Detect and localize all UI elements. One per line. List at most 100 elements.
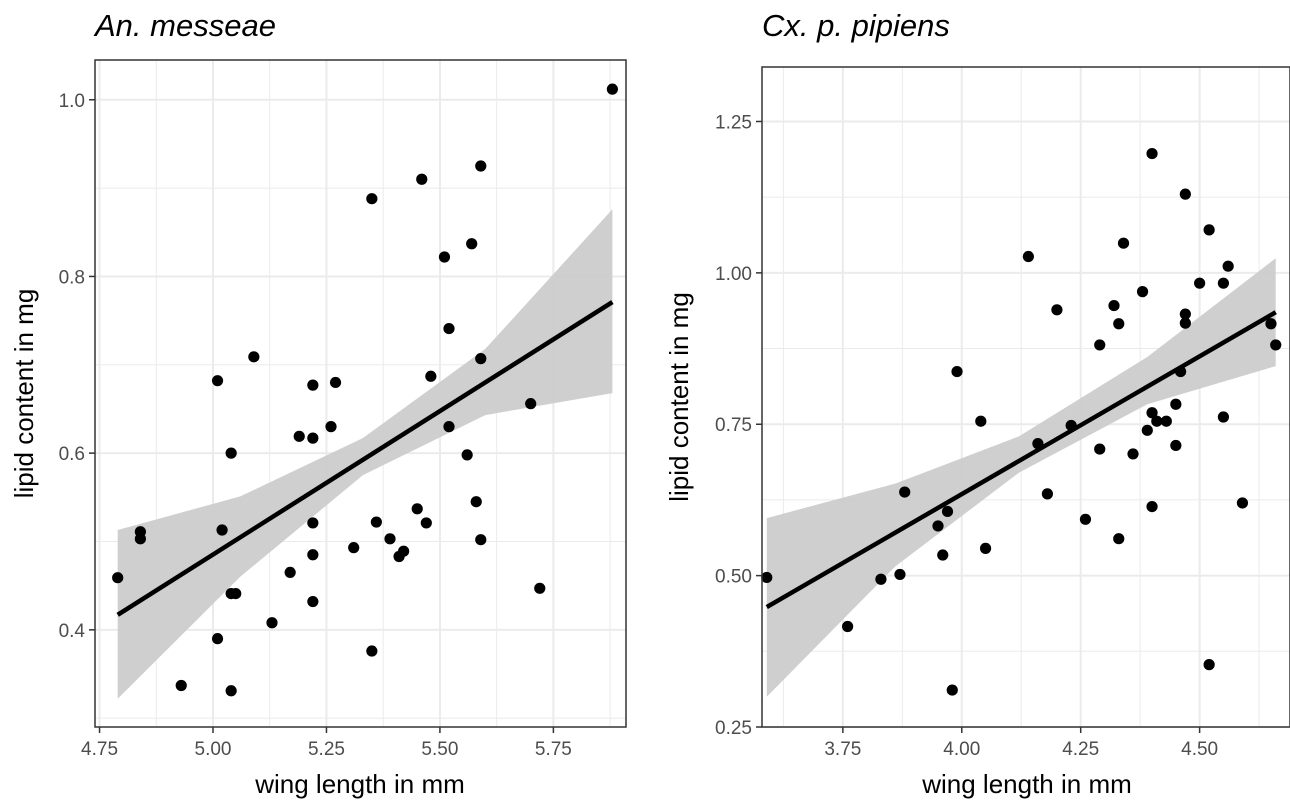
x-tick-label: 4.00 [943, 739, 980, 760]
data-point [1170, 439, 1182, 452]
y-axis-title: lipid content in mg [9, 289, 39, 499]
panel-border [94, 59, 627, 728]
data-point [366, 645, 378, 657]
data-point [1051, 304, 1063, 316]
x-tick-label: 4.50 [1181, 739, 1218, 760]
data-point [1217, 411, 1230, 423]
data-point [211, 375, 224, 387]
data-point [1032, 438, 1044, 450]
x-tick-label: 4.75 [81, 739, 118, 760]
data-point [932, 520, 944, 532]
data-point [461, 449, 473, 461]
data-point [1108, 299, 1120, 312]
data-point [211, 633, 224, 645]
data-point [1160, 415, 1172, 427]
data-point [1113, 533, 1125, 545]
data-point [266, 617, 278, 629]
data-point [425, 370, 437, 382]
data-point [606, 83, 618, 95]
chart-title: An. messeae [93, 8, 276, 43]
data-point [946, 684, 958, 696]
data-point [951, 365, 963, 378]
data-point [1179, 188, 1191, 200]
data-point [348, 542, 360, 554]
data-point [1127, 448, 1139, 460]
y-tick-label: 1.00 [715, 264, 752, 285]
data-point [475, 534, 487, 546]
regression-line [765, 310, 1277, 610]
data-point [1079, 513, 1092, 525]
data-point [1217, 277, 1230, 289]
data-point [329, 376, 342, 389]
data-point [1094, 339, 1106, 351]
data-point [475, 353, 487, 365]
data-point [1146, 407, 1158, 419]
x-tick-label: 5.00 [195, 739, 232, 760]
data-point [416, 173, 428, 185]
data-point [1203, 224, 1215, 236]
data-point [112, 572, 124, 584]
data-point [941, 505, 954, 518]
data-point [975, 415, 987, 427]
data-point [366, 193, 378, 205]
data-point [1236, 497, 1249, 509]
y-tick-label: 0.25 [715, 718, 752, 739]
data-point [175, 679, 187, 692]
data-point [248, 351, 260, 363]
panel-border [761, 66, 1290, 728]
data-point [1170, 398, 1182, 410]
x-axis-title: wing length in mm [921, 769, 1132, 799]
panel-an-messeae: 4.75 5.00 5.25 5.50 5.75 0.4 0.6 0.8 1.0 An. mess… [9, 8, 627, 799]
data-point [307, 379, 319, 391]
data-point [475, 160, 487, 172]
data-point [370, 516, 382, 528]
data-point [307, 517, 319, 529]
data-point [1041, 488, 1054, 500]
data-point [443, 421, 455, 433]
y-tick-label: 1.0 [59, 91, 85, 112]
data-point [1194, 277, 1206, 289]
data-point [899, 486, 911, 498]
data-point [1146, 500, 1158, 513]
y-tick-label: 0.6 [59, 444, 85, 465]
y-tick-label: 0.4 [59, 621, 86, 642]
data-point [307, 432, 319, 444]
data-point [307, 549, 319, 561]
data-point [1113, 318, 1125, 330]
x-tick-label: 5.75 [535, 739, 572, 760]
data-point [225, 685, 237, 697]
data-point [466, 238, 478, 250]
data-point [230, 588, 242, 600]
data-point [761, 571, 773, 584]
data-point [438, 251, 451, 263]
data-point [134, 526, 146, 538]
y-tick-label: 0.75 [715, 415, 752, 436]
data-point [842, 620, 854, 633]
chart-title: Cx. p. pipiens [762, 8, 950, 43]
data-point [894, 568, 906, 581]
x-axis-title: wing length in mm [254, 769, 465, 799]
data-point [293, 430, 305, 442]
x-tick-label: 3.75 [824, 739, 861, 760]
data-point [307, 595, 319, 608]
plot-background [762, 67, 1290, 727]
data-point [216, 524, 228, 536]
data-point [1151, 415, 1163, 427]
y-tick-label: 0.50 [715, 567, 752, 588]
data-point [1174, 365, 1187, 378]
data-point [1094, 443, 1106, 455]
regression-line [116, 300, 614, 617]
x-tick-label: 5.25 [308, 739, 345, 760]
data-point [875, 573, 887, 585]
data-point [1203, 659, 1215, 671]
data-point [1179, 317, 1191, 329]
data-point [1222, 260, 1234, 272]
y-tick-label: 1.25 [715, 112, 752, 133]
data-point [411, 503, 423, 515]
data-point [1141, 424, 1153, 436]
x-tick-label: 4.25 [1062, 739, 1099, 760]
data-point [1179, 308, 1191, 320]
data-point [470, 496, 482, 508]
data-point [1022, 250, 1034, 263]
